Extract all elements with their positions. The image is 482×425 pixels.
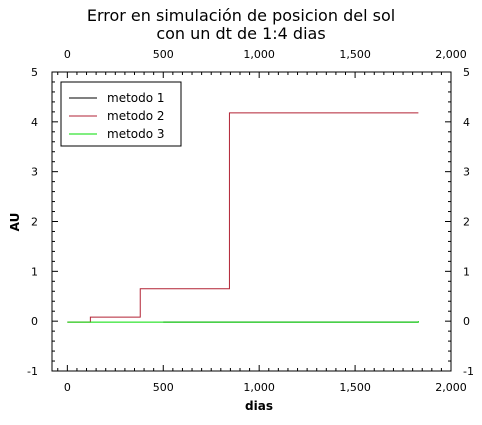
series-line-2 xyxy=(67,112,419,323)
legend-label-3: metodo 3 xyxy=(107,127,165,141)
y-tick-label-right: 4 xyxy=(463,116,470,129)
x-tick-label-bottom: 2,000 xyxy=(435,381,467,394)
legend-label-1: metodo 1 xyxy=(107,91,165,105)
y-tick-label-right: -1 xyxy=(463,365,474,378)
tick-layer: 005005001,0001,0001,5001,5002,0002,000-1… xyxy=(27,48,474,394)
y-tick-label-right: 0 xyxy=(463,315,470,328)
y-tick-label-right: 1 xyxy=(463,265,470,278)
legend-box xyxy=(60,81,182,147)
x-tick-label-bottom: 500 xyxy=(153,381,174,394)
chart-title-line2: con un dt de 1:4 dias xyxy=(156,24,325,43)
y-tick-label-left: 1 xyxy=(31,265,38,278)
y-tick-label-left: 2 xyxy=(31,216,38,229)
y-tick-label-left: -1 xyxy=(27,365,38,378)
x-tick-label-top: 1,000 xyxy=(243,48,275,61)
chart-title-line1: Error en simulación de posicion del sol xyxy=(87,6,395,25)
x-tick-label-top: 500 xyxy=(153,48,174,61)
series-line-3 xyxy=(67,321,419,323)
x-tick-label-bottom: 1,500 xyxy=(339,381,371,394)
legend-label-2: metodo 2 xyxy=(107,109,165,123)
x-tick-label-top: 2,000 xyxy=(435,48,467,61)
x-tick-label-top: 1,500 xyxy=(339,48,371,61)
y-tick-label-left: 3 xyxy=(31,166,38,179)
y-tick-label-right: 3 xyxy=(463,166,470,179)
x-axis-label: dias xyxy=(245,399,273,413)
y-tick-label-left: 0 xyxy=(31,315,38,328)
y-tick-label-left: 5 xyxy=(31,66,38,79)
series-layer xyxy=(67,112,419,323)
x-tick-label-bottom: 1,000 xyxy=(243,381,275,394)
y-tick-label-right: 2 xyxy=(463,216,470,229)
x-tick-label-bottom: 0 xyxy=(64,381,71,394)
y-tick-label-right: 5 xyxy=(463,66,470,79)
legend: metodo 1 metodo 2 metodo 3 xyxy=(60,81,182,147)
y-tick-label-left: 4 xyxy=(31,116,38,129)
y-axis-label: AU xyxy=(8,213,22,232)
x-tick-label-top: 0 xyxy=(64,48,71,61)
